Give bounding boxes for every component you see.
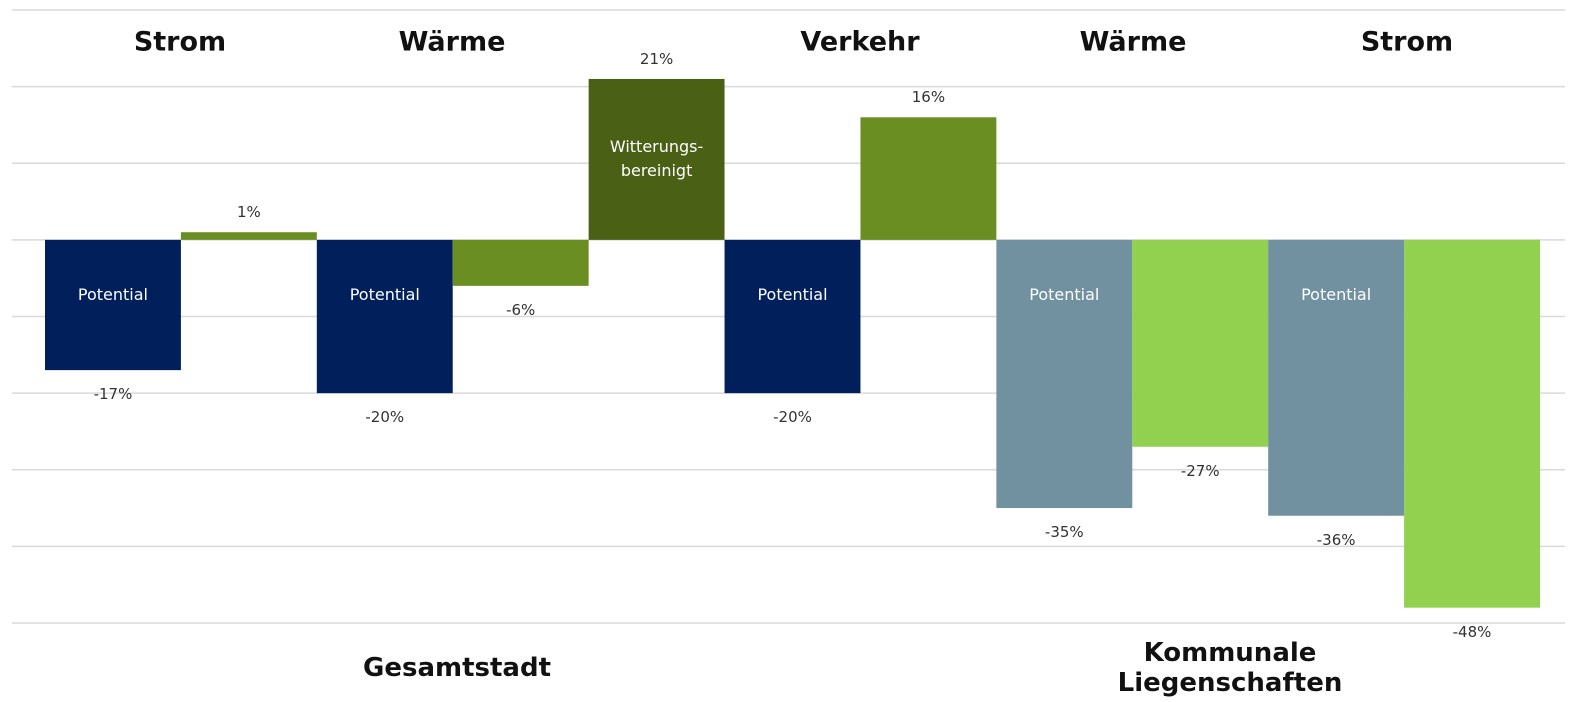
value-label: 16%: [911, 88, 946, 107]
bar: [1268, 239, 1405, 516]
bar-label: Potential: [1029, 284, 1100, 304]
header: Verkehr: [800, 26, 920, 58]
value-label: -27%: [1180, 461, 1220, 480]
value-label: -48%: [1452, 622, 1492, 641]
header: Strom: [1360, 26, 1454, 58]
bar: [1404, 239, 1540, 608]
value-label: -35%: [1044, 523, 1084, 542]
bar: [860, 117, 997, 240]
bar: [1132, 239, 1269, 447]
group-label: Kommunale Liegenschaften: [1117, 638, 1343, 698]
header: Wärme: [398, 26, 506, 58]
bar-label: Potential: [1301, 284, 1372, 304]
bar: [588, 78, 725, 240]
group-label: Gesamtstadt: [362, 653, 552, 683]
value-label: -20%: [365, 408, 405, 427]
value-label: 1%: [236, 203, 261, 222]
bar: [180, 232, 317, 240]
value-label: -6%: [506, 300, 536, 319]
value-label: -20%: [773, 408, 812, 427]
header: Wärme: [1079, 26, 1187, 58]
value-label: -17%: [93, 385, 133, 404]
bar-label: Potential: [349, 284, 420, 304]
value-label: -36%: [1316, 530, 1356, 549]
value-label: 21%: [639, 49, 674, 68]
bar: [996, 239, 1133, 509]
bar: [316, 239, 453, 394]
bar-label: Potential: [757, 284, 828, 304]
bar-label: Potential: [77, 284, 148, 304]
bar: [45, 239, 181, 371]
bar: [452, 239, 589, 286]
bar-label: Witterungs- bereinigt: [609, 137, 704, 181]
header: Strom: [133, 26, 227, 58]
bar: [724, 239, 861, 394]
